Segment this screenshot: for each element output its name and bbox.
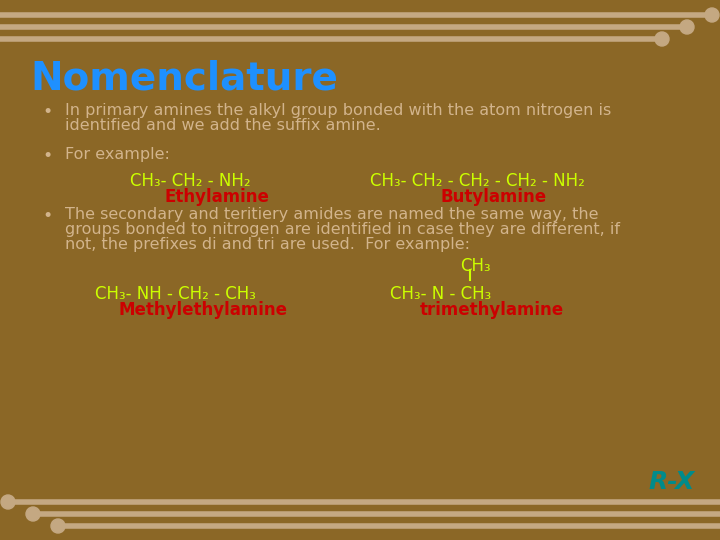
- Circle shape: [26, 507, 40, 521]
- Circle shape: [51, 519, 65, 533]
- Text: Ethylamine: Ethylamine: [165, 188, 270, 206]
- Text: For example:: For example:: [65, 147, 170, 162]
- Text: •: •: [42, 147, 53, 165]
- Text: Nomenclature: Nomenclature: [30, 60, 338, 98]
- Circle shape: [655, 32, 669, 46]
- Text: CH₃- CH₂ - NH₂: CH₃- CH₂ - NH₂: [130, 172, 251, 190]
- Text: In primary amines the alkyl group bonded with the atom nitrogen is: In primary amines the alkyl group bonded…: [65, 103, 611, 118]
- Circle shape: [1, 495, 15, 509]
- Text: identified and we add the suffix amine.: identified and we add the suffix amine.: [65, 118, 381, 133]
- Text: CH₃- N - CH₃: CH₃- N - CH₃: [390, 285, 491, 303]
- Text: Butylamine: Butylamine: [440, 188, 546, 206]
- Text: R-X: R-X: [648, 470, 694, 494]
- Text: •: •: [42, 207, 53, 225]
- Text: •: •: [42, 103, 53, 121]
- Circle shape: [705, 8, 719, 22]
- Text: The secondary and teritiery amides are named the same way, the: The secondary and teritiery amides are n…: [65, 207, 598, 222]
- Text: trimethylamine: trimethylamine: [420, 301, 564, 319]
- Text: groups bonded to nitrogen are identified in case they are different, if: groups bonded to nitrogen are identified…: [65, 222, 620, 237]
- Text: not, the prefixes di and tri are used.  For example:: not, the prefixes di and tri are used. F…: [65, 237, 470, 252]
- Text: Methylethylamine: Methylethylamine: [118, 301, 287, 319]
- Text: CH₃- CH₂ - CH₂ - CH₂ - NH₂: CH₃- CH₂ - CH₂ - CH₂ - NH₂: [370, 172, 585, 190]
- Circle shape: [680, 20, 694, 34]
- Text: CH₃: CH₃: [460, 257, 490, 275]
- Text: CH₃- NH - CH₂ - CH₃: CH₃- NH - CH₂ - CH₃: [95, 285, 256, 303]
